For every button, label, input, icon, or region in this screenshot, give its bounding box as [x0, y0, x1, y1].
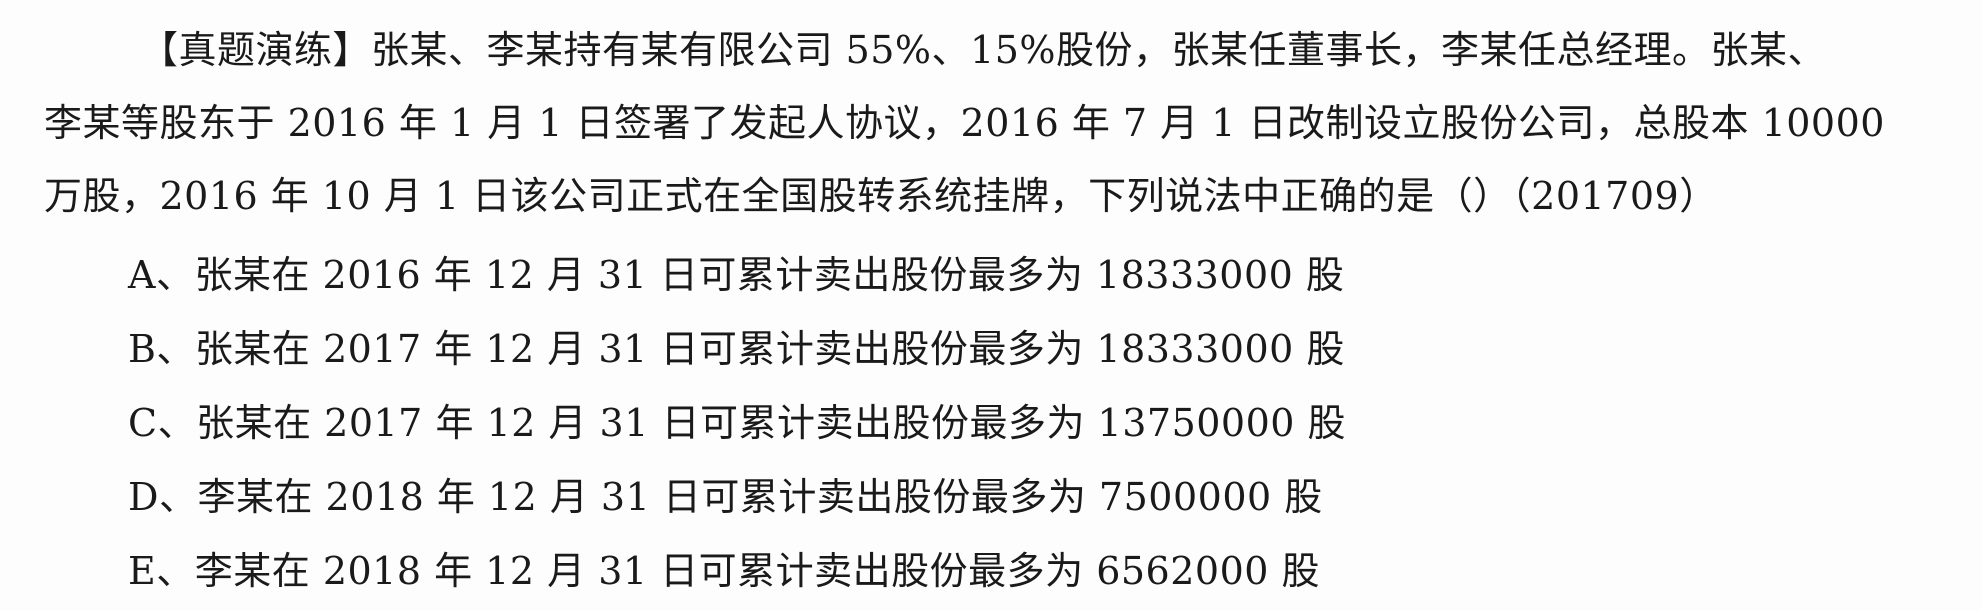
question-line-2: 李某等股东于 2016 年 1 月 1 日签署了发起人协议，2016 年 7 月… [44, 101, 1885, 145]
option-d: D、李某在 2018 年 12 月 31 日可累计卖出股份最多为 7500000… [128, 475, 1323, 519]
option-b: B、张某在 2017 年 12 月 31 日可累计卖出股份最多为 1833300… [128, 327, 1345, 371]
option-e: E、李某在 2018 年 12 月 31 日可累计卖出股份最多为 6562000… [128, 549, 1321, 593]
option-a: A、张某在 2016 年 12 月 31 日可累计卖出股份最多为 1833300… [128, 253, 1345, 297]
question-stem: 【真题演练】张某、李某持有某有限公司 55%、15%股份，张某任董事长，李某任总… [44, 14, 1944, 233]
answer-options: A、张某在 2016 年 12 月 31 日可累计卖出股份最多为 1833300… [128, 238, 1346, 608]
question-line-1: 【真题演练】张某、李某持有某有限公司 55%、15%股份，张某任董事长，李某任总… [140, 28, 1827, 72]
question-line-3: 万股，2016 年 10 月 1 日该公司正式在全国股转系统挂牌，下列说法中正确… [44, 174, 1718, 218]
option-c: C、张某在 2017 年 12 月 31 日可累计卖出股份最多为 1375000… [128, 401, 1347, 445]
